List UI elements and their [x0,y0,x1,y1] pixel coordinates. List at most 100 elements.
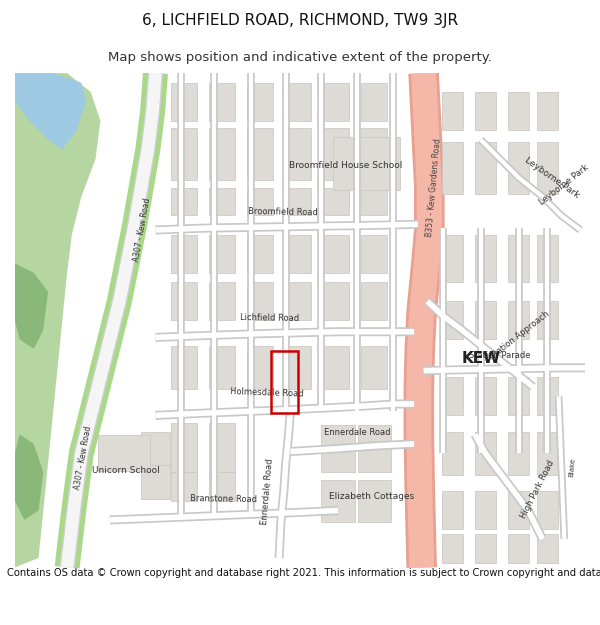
Text: Leyborne Park: Leyborne Park [523,156,581,200]
Bar [475,142,496,194]
Bar [537,301,557,339]
Bar [442,378,463,416]
Bar [475,534,496,562]
Text: Station Parade: Station Parade [469,351,530,360]
Bar [209,82,235,121]
Bar [171,82,197,121]
Bar [171,127,197,180]
Bar [323,235,349,272]
Text: Contains OS data © Crown copyright and database right 2021. This information is : Contains OS data © Crown copyright and d… [7,568,600,578]
Bar [508,534,529,562]
Bar [171,422,197,475]
Polygon shape [15,73,100,568]
Bar [247,127,274,180]
Text: Unicorn School: Unicorn School [92,466,160,475]
Bar [358,479,391,522]
Bar [537,491,557,529]
Bar [141,432,170,465]
Bar [285,346,311,389]
Bar [537,378,557,416]
Bar [247,346,274,389]
Bar [361,188,388,215]
Text: Station Approach: Station Approach [488,309,551,361]
Bar [285,82,311,121]
Text: Lichfield Road: Lichfield Road [240,313,299,323]
Bar [323,127,349,180]
Bar [322,425,355,472]
Bar [537,534,557,562]
Bar [361,127,388,180]
Bar [508,92,529,130]
Bar [508,142,529,194]
Bar [285,282,311,320]
Text: Ennerdale Road: Ennerdale Road [260,458,275,525]
Bar [171,346,197,389]
Bar [475,378,496,416]
Bar [475,92,496,130]
Bar [209,346,235,389]
Bar [361,346,388,389]
Bar [537,142,557,194]
Text: Broomfield Road: Broomfield Road [248,208,318,217]
Bar [442,301,463,339]
Text: Elizabeth Cottages: Elizabeth Cottages [329,492,414,501]
Bar [442,491,463,529]
Text: Leyborne Park: Leyborne Park [538,163,590,208]
Bar [442,235,463,282]
Bar [98,436,150,471]
Bar [508,301,529,339]
Bar [171,235,197,272]
Polygon shape [15,434,43,520]
Bar [442,534,463,562]
Bar [537,235,557,282]
Text: Map shows position and indicative extent of the property.: Map shows position and indicative extent… [108,51,492,64]
Bar [171,472,197,501]
Bar [442,92,463,130]
Text: A307 - Kew Road: A307 - Kew Road [73,426,93,491]
Bar [508,378,529,416]
Bar [247,235,274,272]
Bar [285,127,311,180]
Bar [322,479,355,522]
Polygon shape [15,73,86,149]
Bar [475,235,496,282]
Bar [537,92,557,130]
Bar [209,282,235,320]
Bar [508,235,529,282]
Bar [323,82,349,121]
Text: Holmesdale Road: Holmesdale Road [230,387,304,398]
Bar [141,465,170,499]
Text: Branstone Road: Branstone Road [190,494,257,504]
Bar [209,235,235,272]
Bar [171,188,197,215]
Bar [537,432,557,475]
Text: High Park Road: High Park Road [518,459,556,520]
Bar [508,432,529,475]
Bar [475,491,496,529]
Bar [209,472,235,501]
Bar [442,432,463,475]
Bar [323,282,349,320]
Bar [361,235,388,272]
Bar [442,142,463,194]
Bar [323,346,349,389]
Bar [333,138,400,189]
Bar [247,82,274,121]
Text: 6, LICHFIELD ROAD, RICHMOND, TW9 3JR: 6, LICHFIELD ROAD, RICHMOND, TW9 3JR [142,13,458,28]
Bar [247,282,274,320]
Bar [171,282,197,320]
Bar [209,127,235,180]
Bar [508,491,529,529]
Bar [323,188,349,215]
Bar [475,301,496,339]
Bar [358,425,391,472]
Bar [361,282,388,320]
Bar [361,82,388,121]
Text: Broomfield House School: Broomfield House School [289,161,403,170]
Text: KEW: KEW [461,351,500,366]
Bar [285,188,311,215]
Bar [475,432,496,475]
Polygon shape [15,263,48,349]
Text: Blake: Blake [568,458,576,478]
Bar [209,422,235,475]
